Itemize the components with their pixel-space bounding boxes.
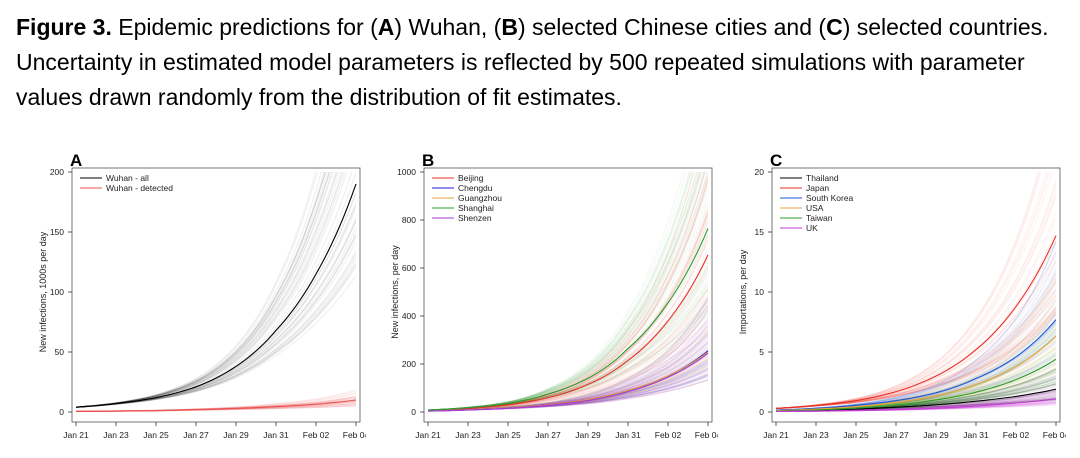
chart-panel-c: C 0 5 10 15 20 Jan 21 Jan 23 Jan 25 Jan 27 Jan 29 J… [738,151,1066,440]
figure-caption: Figure 3. Epidemic predictions for (A) W… [16,10,1066,115]
caption-label: Figure 3. [16,14,112,40]
y-tick-label: 150 [50,227,64,237]
x-tick-label: Feb 04 [695,430,718,440]
y-tick-label: 400 [402,311,416,321]
legend-entry: Shenzen [458,213,492,223]
caption-text-3: ) selected Chinese cities and ( [517,14,827,40]
caption-letter-c: C [826,14,843,40]
y-tick-label: 0 [59,407,64,417]
legend-entry: Thailand [806,173,839,183]
x-tick-label: Jan 21 [63,430,89,440]
series-line-wuhan-detected [76,399,357,412]
x-tick-label: Jan 31 [615,430,641,440]
x-tick-label: Jan 21 [763,430,789,440]
series-line-south-korea [775,319,1057,411]
x-tick-label: Jan 25 [495,430,521,440]
y-tick-label: 50 [55,347,65,357]
series-line-usa [775,335,1057,412]
uncertainty-ribbon [76,389,356,412]
y-tick-label: 600 [402,263,416,273]
caption-text-1: Epidemic predictions for ( [111,14,378,40]
y-tick-label: 0 [759,407,764,417]
x-tick-label: Jan 29 [923,430,949,440]
x-tick-label: Jan 31 [263,430,289,440]
y-tick-label: 0 [411,407,416,417]
x-tick-label: Jan 27 [183,430,209,440]
panel-label: C [770,151,782,170]
legend-entry: Shanghai [458,203,494,213]
plot-frame [423,167,713,423]
series-line-wuhan-all [75,183,357,408]
x-tick-label: Jan 25 [843,430,869,440]
y-tick-label: 800 [402,215,416,225]
caption-text-2: ) Wuhan, ( [394,14,502,40]
series-line-japan [775,235,1057,409]
legend-entry: South Korea [806,193,854,203]
x-tick-label: Jan 21 [415,430,441,440]
chart-panel-a: A 0 50 100 150 200 Jan 21 Jan 23 Jan 25 Jan 27 Jan… [38,151,366,440]
legend-entry: Wuhan - all [106,173,149,183]
y-tick-label: 200 [50,167,64,177]
legend-entry: Wuhan - detected [106,183,173,193]
caption-letter-a: A [377,14,395,40]
caption-letter-b: B [501,14,518,40]
y-tick-label: 1000 [397,167,416,177]
series-line-shenzen [428,352,709,412]
legend-entry: USA [806,203,824,213]
x-tick-label: Feb 04 [1043,430,1066,440]
x-tick-label: Jan 31 [963,430,989,440]
caption-text-4: ) selected countries. Uncertainty in est… [16,14,1049,110]
x-tick-label: Jan 23 [103,430,129,440]
y-tick-label: 5 [759,347,764,357]
plot-frame [71,167,361,423]
y-tick-label: 10 [755,287,765,297]
x-tick-label: Jan 23 [455,430,481,440]
x-tick-label: Jan 23 [803,430,829,440]
x-tick-label: Jan 29 [575,430,601,440]
chart-panel-b: B 0 200 400 600 800 1000 Jan 21 Jan 23 Jan 25 Jan … [390,151,718,440]
legend-entry: Taiwan [806,213,833,223]
x-tick-label: Feb 02 [303,430,330,440]
x-tick-label: Jan 27 [883,430,909,440]
x-tick-label: Feb 02 [655,430,682,440]
x-tick-label: Jan 25 [143,430,169,440]
plot-frame [771,167,1061,423]
y-axis-label: New infections, per day [390,245,400,339]
series-line-uk [776,398,1057,412]
legend-entry: Beijing [458,173,484,183]
legend-entry: UK [806,223,818,233]
y-axis-label: Importations, per day [738,249,748,334]
panel-label: B [422,151,434,170]
y-tick-label: 20 [755,167,765,177]
panel-label: A [70,151,82,170]
x-tick-label: Feb 04 [343,430,366,440]
x-tick-label: Jan 27 [535,430,561,440]
y-axis-label: New infections, 1000s per day [38,231,48,352]
series-line-taiwan [776,358,1057,412]
legend-entry: Japan [806,183,829,193]
x-tick-label: Feb 02 [1003,430,1030,440]
y-tick-label: 15 [755,227,765,237]
legend-entry: Chengdu [458,183,493,193]
legend-entry: Guangzhou [458,193,502,203]
y-tick-label: 100 [50,287,64,297]
uncertainty-ribbon [776,172,1056,409]
y-tick-label: 200 [402,359,416,369]
series-line-beijing [427,254,709,411]
series-line-shanghai [427,228,709,411]
x-tick-label: Jan 29 [223,430,249,440]
